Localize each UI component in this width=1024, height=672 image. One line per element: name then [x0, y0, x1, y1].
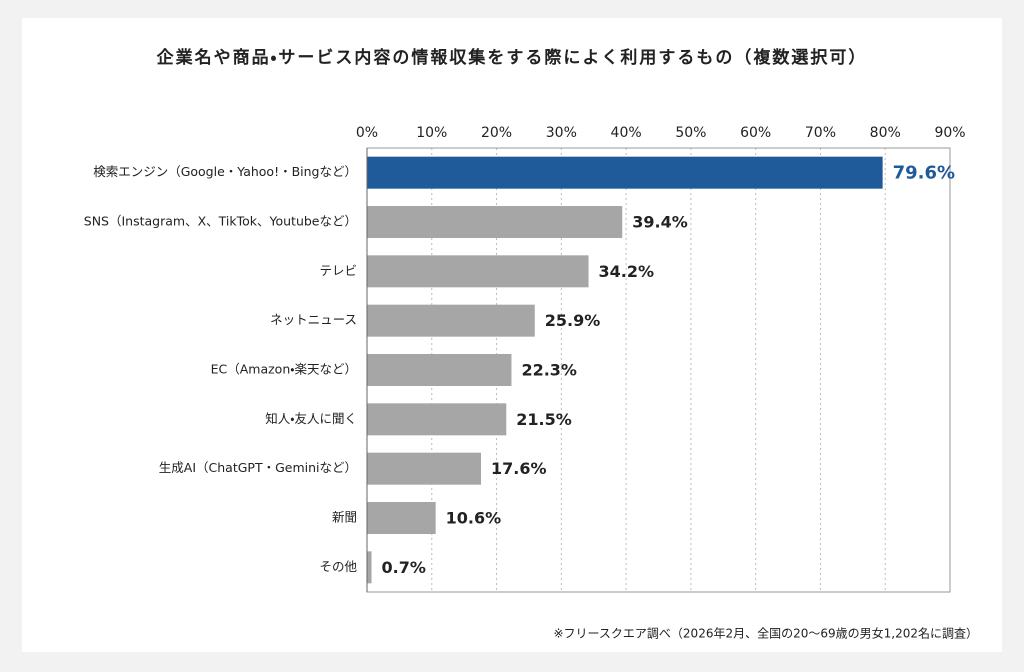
bar — [367, 551, 372, 584]
chart-title: 企業名や商品・サービス内容の情報収集をする際によく利用するもの（複数選択可） — [157, 47, 868, 68]
y-tick-label: 検索エンジン（Google・Yahoo!・Bingなど） — [93, 164, 357, 179]
x-tick-label: 0% — [356, 125, 378, 141]
footnote: ※フリースクエア調べ（2026年2月、全国の20～69歳の男女1,202名に調査… — [553, 626, 978, 641]
value-label: 10.6% — [446, 509, 502, 528]
bar — [367, 206, 623, 238]
x-tick-label: 70% — [805, 125, 836, 141]
bar — [367, 255, 589, 288]
x-tick-label: 40% — [611, 125, 642, 141]
y-tick-label: その他 — [319, 559, 357, 574]
y-tick-label: EC（Amazon・楽天など） — [211, 362, 357, 377]
y-tick-label: テレビ — [319, 263, 357, 278]
value-label: 25.9% — [545, 311, 601, 330]
value-label: 22.3% — [521, 361, 577, 380]
y-tick-label: 新聞 — [332, 510, 357, 525]
x-tick-label: 10% — [416, 125, 447, 141]
x-tick-label: 60% — [740, 125, 771, 141]
value-label: 0.7% — [382, 558, 426, 577]
value-label: 21.5% — [516, 410, 572, 429]
x-tick-label: 80% — [870, 125, 901, 141]
bar — [367, 156, 883, 189]
x-tick-label: 50% — [675, 125, 706, 141]
y-tick-label: 知人・友人に聞く — [265, 411, 357, 426]
bar — [367, 403, 507, 436]
y-tick-label: SNS（Instagram、X、TikTok、Youtubeなど） — [84, 214, 357, 229]
y-tick-label: 生成AI（ChatGPT・Geminiなど） — [159, 460, 357, 475]
bar — [367, 502, 436, 534]
x-tick-label: 90% — [934, 125, 965, 141]
y-tick-label: ネットニュース — [270, 312, 357, 327]
x-tick-label: 20% — [481, 125, 512, 141]
value-label: 39.4% — [632, 213, 688, 232]
bar — [367, 452, 482, 485]
bar — [367, 354, 512, 386]
x-tick-label: 30% — [546, 125, 577, 141]
value-label: 17.6% — [491, 459, 547, 478]
value-label: 34.2% — [599, 262, 655, 281]
value-label: 79.6% — [893, 163, 955, 184]
bar — [367, 304, 535, 337]
